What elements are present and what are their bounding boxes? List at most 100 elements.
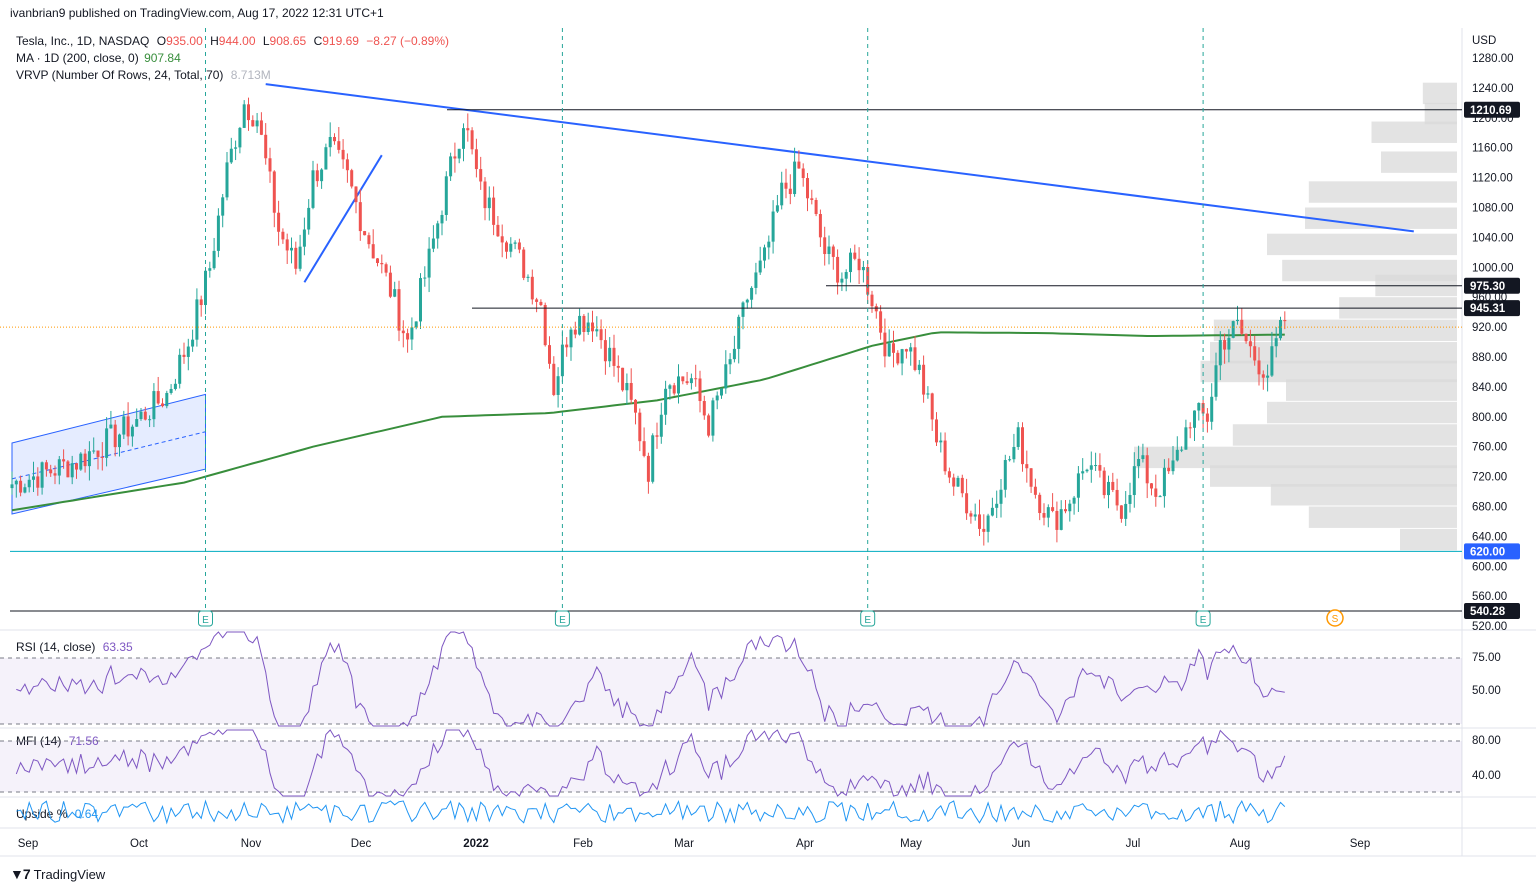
candle-body [543, 305, 547, 346]
vrvp-row [1308, 506, 1457, 528]
price-axis[interactable]: USD 1280.001240.001200.001160.001120.001… [1464, 35, 1520, 782]
candle-body [784, 182, 788, 189]
candle-body [599, 329, 603, 341]
candle-body [780, 182, 784, 206]
candle-body [1094, 465, 1098, 467]
candle-body [896, 352, 900, 364]
candle-body [513, 242, 517, 244]
candle-body [431, 238, 435, 249]
descending-trendline [265, 83, 1414, 233]
time-label: Dec [351, 838, 372, 850]
price-tick-label: 880.00 [1472, 352, 1507, 364]
low-label: L [262, 34, 270, 48]
vrvp-row [1286, 379, 1457, 401]
rally-trendline [303, 154, 383, 283]
vrvp-legend[interactable]: VRVP (Number Of Rows, 24, Total, 70) 8.7… [16, 68, 271, 82]
candle-body [754, 272, 758, 288]
candle-body [161, 403, 164, 407]
price-tick-label: 1000.00 [1472, 262, 1514, 274]
price-tick-label: 1120.00 [1472, 173, 1513, 185]
candle-body [311, 170, 315, 208]
candle-body [582, 315, 586, 332]
candle-body [1167, 467, 1171, 472]
candle-body [466, 128, 470, 131]
candle-body [1021, 427, 1024, 465]
candle-body [109, 424, 113, 429]
vrvp-label: VRVP (Number Of Rows, 24, Total, 70) [16, 68, 224, 82]
candle-body [616, 365, 620, 368]
vrvp-row [1424, 102, 1457, 125]
candle-body [1171, 460, 1175, 472]
price-tag-label: 1210.69 [1470, 105, 1512, 117]
candle-body [517, 242, 521, 250]
candle-body [775, 205, 779, 212]
candle-body [1107, 481, 1110, 496]
candle-body [75, 463, 78, 470]
price-tick-label: 600.00 [1472, 561, 1507, 573]
rsi-legend[interactable]: RSI (14, close) 63.35 [16, 640, 133, 654]
candle-body [444, 176, 448, 215]
candle-body [672, 385, 676, 394]
price-tag-bg [1464, 543, 1520, 560]
price-tag: 1210.69 [1464, 101, 1520, 118]
candle-body [926, 393, 930, 395]
upside-line [16, 799, 1286, 825]
price-tag-label: 975.30 [1470, 281, 1505, 293]
candle-body [118, 434, 121, 448]
candle-body [1076, 473, 1080, 498]
candle-body [57, 459, 61, 476]
candle-body [1158, 496, 1162, 498]
candle-body [255, 120, 259, 127]
candles [10, 97, 1287, 546]
price-tick-label: 800.00 [1472, 412, 1507, 424]
time-label: Oct [130, 838, 149, 850]
time-axis[interactable]: Sep Oct Nov Dec 2022 Feb Mar Apr May Jun Jul Aug Sep [18, 838, 1370, 850]
candle-body [642, 441, 646, 456]
candle-body [909, 347, 913, 352]
candle-body [681, 376, 685, 382]
candle-body [995, 503, 999, 508]
candle-body [10, 484, 14, 489]
candle-body [191, 339, 195, 347]
candle-body [229, 148, 233, 163]
candle-body [530, 276, 534, 300]
candle-body [1064, 509, 1067, 512]
price-tick-label: 560.00 [1472, 591, 1507, 603]
candle-body [634, 399, 637, 413]
candle-body [1068, 503, 1072, 512]
candle-body [367, 235, 371, 245]
candle-body [320, 169, 324, 182]
vrvp-row [1210, 342, 1457, 364]
candle-body [728, 359, 732, 365]
candle-body [1137, 459, 1141, 467]
candle-body [148, 419, 152, 421]
candle-body [199, 299, 203, 306]
candle-body [664, 388, 668, 415]
candle-body [40, 462, 44, 488]
candle-body [268, 158, 272, 172]
ma-legend[interactable]: MA · 1D (200, close, 0) 907.84 [16, 51, 181, 65]
candle-body [419, 278, 422, 322]
candle-body [1055, 510, 1059, 530]
candle-body [66, 461, 70, 478]
candle-body [285, 239, 289, 251]
candle-body [302, 229, 306, 247]
candle-body [1227, 337, 1231, 350]
candle-body [801, 168, 805, 179]
candle-body [49, 469, 53, 474]
candle-body [556, 376, 560, 395]
candle-body [380, 263, 384, 265]
earnings-marker-label: E [864, 615, 871, 626]
candle-body [79, 453, 83, 470]
candle-body [922, 364, 926, 395]
candle-body [1184, 427, 1188, 450]
candle-body [1218, 340, 1222, 366]
candle-body [1119, 505, 1123, 519]
candle-body [414, 321, 418, 328]
candle-body [737, 316, 741, 349]
candle-body [1008, 459, 1012, 461]
candle-body [333, 136, 336, 142]
symbol-name[interactable]: Tesla, Inc., 1D, NASDAQ [16, 34, 150, 48]
